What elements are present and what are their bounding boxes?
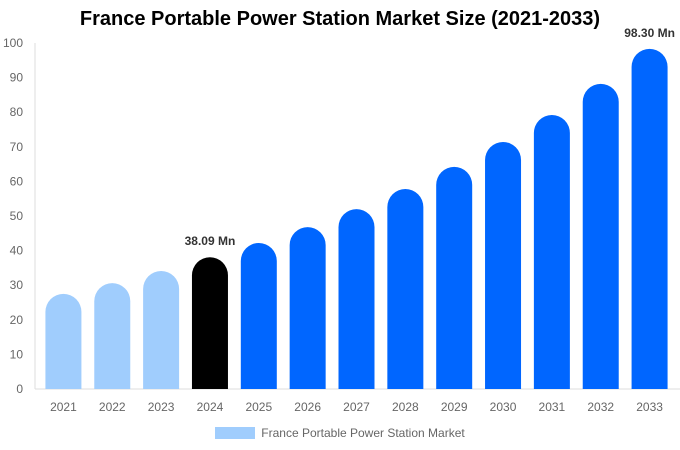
y-tick-label: 20 xyxy=(10,313,24,327)
y-tick-label: 70 xyxy=(10,140,24,154)
y-tick-label: 40 xyxy=(10,244,24,258)
y-tick-label: 50 xyxy=(10,209,24,223)
x-tick-label: 2032 xyxy=(587,400,614,414)
bar-2021 xyxy=(45,293,82,389)
y-tick-label: 80 xyxy=(10,105,24,119)
chart-title: France Portable Power Station Market Siz… xyxy=(79,8,601,30)
y-tick-label: 90 xyxy=(10,71,24,85)
data-label: 38.09 Mn xyxy=(185,234,236,248)
y-tick-label: 10 xyxy=(10,347,24,361)
legend-label: France Portable Power Station Market xyxy=(261,425,465,440)
bar-2025 xyxy=(240,243,277,389)
x-tick-label: 2024 xyxy=(197,400,224,414)
bar-2026 xyxy=(289,227,326,389)
legend-swatch xyxy=(215,426,256,439)
y-tick-label: 30 xyxy=(10,278,24,292)
bar-2022 xyxy=(94,283,131,389)
y-tick-label: 0 xyxy=(16,382,23,396)
bar-2027 xyxy=(338,209,375,389)
x-tick-label: 2022 xyxy=(99,400,126,414)
x-tick-label: 2026 xyxy=(294,400,321,414)
x-tick-label: 2027 xyxy=(343,400,370,414)
bar-2030 xyxy=(485,141,522,389)
bar-2029 xyxy=(436,166,473,389)
data-label: 98.30 Mn xyxy=(624,26,675,40)
y-tick-label: 60 xyxy=(10,174,24,188)
x-tick-label: 2031 xyxy=(539,400,566,414)
x-tick-label: 2025 xyxy=(245,400,272,414)
x-tick-label: 2029 xyxy=(441,400,468,414)
y-tick-label: 100 xyxy=(3,36,23,50)
bar-2031 xyxy=(533,114,570,389)
x-tick-label: 2023 xyxy=(148,400,175,414)
x-tick-label: 2030 xyxy=(490,400,517,414)
x-tick-label: 2033 xyxy=(636,400,663,414)
x-tick-label: 2021 xyxy=(50,400,77,414)
bar-2023 xyxy=(143,271,180,389)
legend: France Portable Power Station Market xyxy=(0,425,680,440)
x-tick-label: 2028 xyxy=(392,400,419,414)
bar-2033 xyxy=(631,48,668,389)
bar-2028 xyxy=(387,189,424,389)
bar-2024 xyxy=(191,257,228,389)
bar-2032 xyxy=(582,83,619,389)
